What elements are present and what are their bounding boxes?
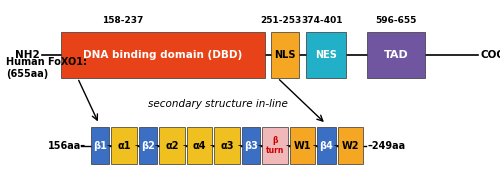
Text: DNA binding domain (DBD): DNA binding domain (DBD) [84,50,242,60]
Text: –: – [334,141,338,150]
Bar [112,127,137,164]
Text: 158-237: 158-237 [102,16,144,25]
Text: β3: β3 [244,141,258,150]
Text: TAD: TAD [384,50,408,60]
Text: –: – [312,141,318,150]
Text: α2: α2 [166,141,179,150]
Text: W2: W2 [342,141,359,150]
Bar [366,32,426,78]
Text: 374-401: 374-401 [302,16,344,25]
Text: α3: α3 [220,141,234,150]
Text: NES: NES [315,50,337,60]
Text: α1: α1 [118,141,131,150]
Bar [187,127,212,164]
Text: COOH: COOH [480,50,500,60]
Bar [62,32,264,78]
Text: β1: β1 [93,141,107,150]
Text: –: – [286,141,290,150]
Text: β4: β4 [320,141,334,150]
Text: NH2: NH2 [14,50,40,60]
Text: 156aa–: 156aa– [48,141,86,150]
Text: –: – [107,141,112,150]
Bar [91,127,110,164]
Text: Human FoXO1:
(655aa): Human FoXO1: (655aa) [6,57,87,79]
Text: α4: α4 [193,141,206,150]
Bar [139,127,158,164]
Text: NLS: NLS [274,50,295,60]
Bar [317,127,336,164]
Text: W1: W1 [294,141,311,150]
Bar [306,32,346,78]
Bar [270,32,299,78]
Text: 251-253: 251-253 [260,16,302,25]
Bar [242,127,260,164]
Text: –: – [258,141,262,150]
Text: β
turn: β turn [266,136,284,155]
Text: β2: β2 [141,141,155,150]
Bar [214,127,240,164]
Text: –: – [134,141,139,150]
Bar [338,127,363,164]
Bar [262,127,287,164]
Text: –: – [155,141,160,150]
Text: –249aa: –249aa [368,141,406,150]
Text: –: – [182,141,188,150]
Bar [290,127,315,164]
Bar [160,127,185,164]
Text: –: – [238,141,242,150]
Text: –: – [210,141,214,150]
Text: secondary structure in-line: secondary structure in-line [148,99,288,109]
Text: 596-655: 596-655 [376,16,416,25]
